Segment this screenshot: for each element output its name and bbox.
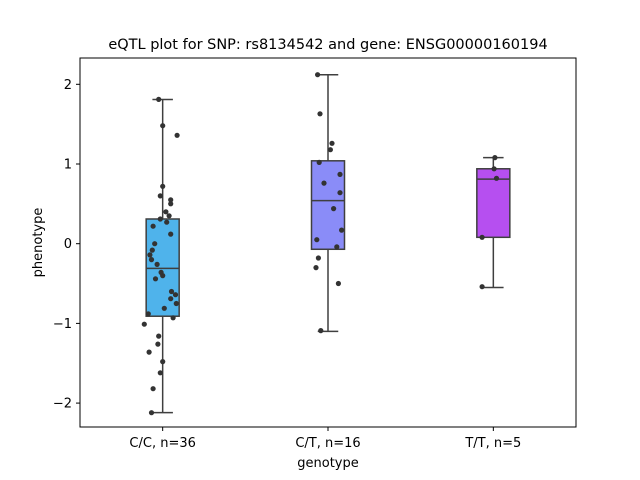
data-point (479, 234, 485, 240)
y-tick-label: −1 (53, 317, 72, 332)
data-point (158, 269, 164, 275)
data-point (156, 96, 162, 102)
data-point (329, 140, 335, 146)
data-point (161, 305, 167, 311)
data-point (149, 247, 155, 253)
chart-title: eQTL plot for SNP: rs8134542 and gene: E… (108, 37, 547, 53)
data-point (147, 252, 153, 258)
data-point (152, 241, 158, 247)
x-tick-label: C/C, n=36 (129, 436, 195, 451)
data-point (152, 276, 159, 282)
data-point (145, 311, 151, 317)
data-point (157, 370, 163, 376)
data-point (479, 284, 485, 290)
data-point (318, 328, 324, 334)
data-point (491, 166, 497, 172)
data-point (157, 216, 163, 222)
data-point (160, 183, 166, 189)
data-point (327, 147, 333, 153)
data-point (331, 206, 337, 212)
data-point (317, 111, 323, 117)
y-tick-label: 2 (64, 78, 72, 93)
data-point (339, 227, 345, 233)
data-point (173, 300, 179, 307)
data-point (168, 201, 174, 207)
data-point (164, 219, 170, 225)
x-tick-label: T/T, n=5 (464, 436, 521, 451)
x-axis-label: genotype (297, 456, 358, 471)
data-point (148, 410, 155, 416)
data-point (168, 197, 174, 203)
box-group-1 (145, 98, 180, 414)
data-point (335, 280, 341, 287)
data-point (146, 349, 152, 355)
data-point (163, 209, 169, 215)
data-point (160, 359, 166, 365)
box-group-3 (476, 156, 511, 289)
data-point (150, 223, 156, 229)
data-point (174, 132, 180, 138)
points-layer (141, 72, 500, 416)
data-point (334, 244, 340, 250)
y-tick-label: 0 (64, 237, 72, 252)
data-point (155, 341, 161, 347)
y-axis: −2 −1 0 1 2 (53, 78, 80, 412)
data-point (168, 296, 174, 302)
data-point (493, 175, 500, 181)
data-point (166, 213, 172, 219)
y-tick-label: −2 (53, 397, 72, 412)
box-1 (145, 218, 180, 317)
x-tick-label: C/T, n=16 (295, 436, 360, 451)
data-point (170, 315, 176, 321)
data-point (156, 333, 162, 339)
y-axis-label: phenotype (31, 208, 46, 278)
data-point (492, 155, 498, 161)
data-point (314, 237, 320, 243)
data-point (316, 159, 322, 165)
data-point (150, 386, 156, 392)
data-point (160, 123, 166, 129)
data-point (172, 292, 179, 298)
data-point (168, 231, 174, 237)
data-point (157, 193, 163, 199)
data-point (337, 171, 343, 177)
box-layer (145, 73, 511, 414)
data-point (313, 265, 319, 271)
x-axis: C/C, n=36 C/T, n=16 T/T, n=5 (129, 427, 521, 451)
data-point (315, 255, 321, 261)
data-point (337, 190, 343, 196)
data-point (321, 180, 327, 186)
data-point (141, 321, 147, 327)
data-point (168, 288, 175, 295)
box-group-2 (310, 73, 346, 333)
box-3 (476, 168, 511, 239)
y-tick-label: 1 (64, 157, 72, 172)
data-point (315, 72, 321, 78)
data-point (148, 257, 155, 263)
data-point (154, 261, 160, 267)
